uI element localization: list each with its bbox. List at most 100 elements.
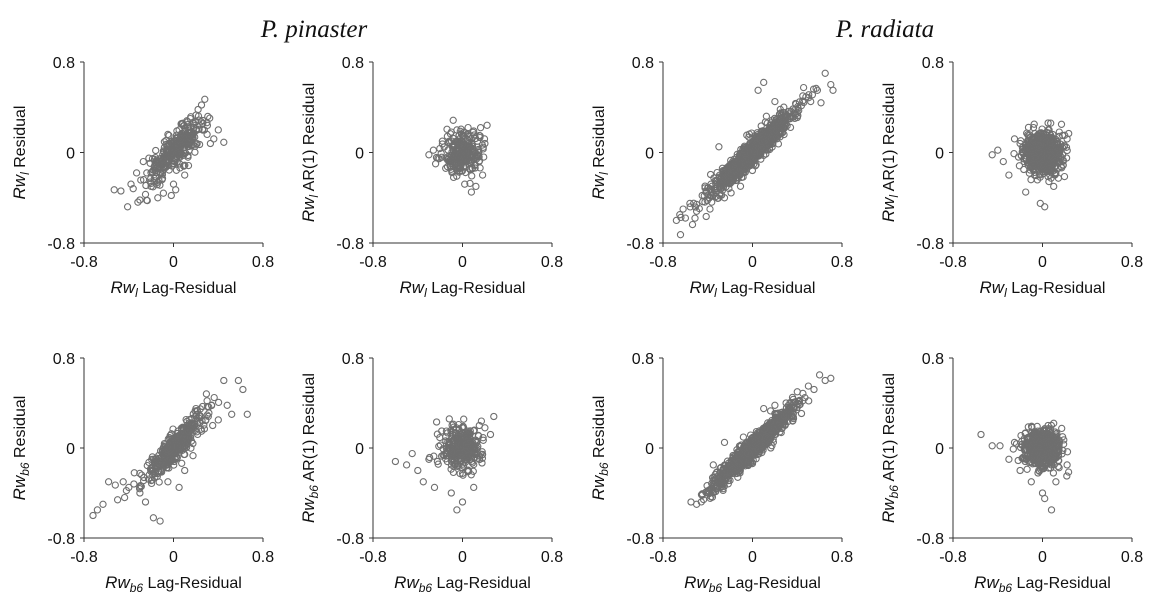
x-tick-label: 0.8 <box>541 254 563 271</box>
scatter-point <box>198 402 207 411</box>
scatter-point <box>812 84 820 93</box>
scatter-point <box>458 140 467 149</box>
scatter-point <box>1047 454 1056 462</box>
scatter-point <box>464 466 472 474</box>
scatter-point <box>773 124 781 132</box>
scatter-point <box>1010 438 1019 447</box>
scatter-point <box>810 385 818 394</box>
scatter-point <box>698 491 706 499</box>
scatter-point <box>433 430 442 438</box>
scatter-point <box>450 143 458 151</box>
scatter-point <box>817 99 825 107</box>
scatter-point <box>444 146 452 154</box>
scatter-point <box>676 211 684 219</box>
scatter-point <box>209 421 217 430</box>
scatter-point <box>220 376 228 385</box>
scatter-point <box>1050 419 1058 427</box>
scatter-point <box>771 401 779 409</box>
x-tick-label: 0 <box>748 254 757 271</box>
scatter-point <box>773 127 781 135</box>
scatter-point <box>799 397 807 405</box>
scatter-point <box>1037 154 1046 162</box>
scatter-point <box>765 433 773 442</box>
scatter-point <box>747 161 755 169</box>
scatter-point <box>143 169 151 177</box>
scatter-point <box>181 466 189 475</box>
scatter-point <box>1054 174 1063 182</box>
scatter-point <box>720 438 729 447</box>
scatter-point <box>977 430 985 439</box>
scatter-point <box>150 155 159 163</box>
axis-label-variable: Rw <box>111 278 137 297</box>
scatter-point <box>194 105 202 114</box>
scatter-point <box>141 190 150 199</box>
scatter-point <box>186 434 195 442</box>
scatter-point <box>1037 465 1045 474</box>
scatter-point <box>773 419 781 427</box>
x-tick-label: 0 <box>169 549 178 566</box>
scatter-point <box>447 465 455 473</box>
scatter-points <box>89 376 251 525</box>
scatter-point <box>741 151 749 159</box>
axis-label-variable: Rw <box>589 474 608 500</box>
scatter-point <box>1036 453 1044 461</box>
scatter-point <box>486 430 495 439</box>
scatter-point <box>466 179 474 188</box>
scatter-point <box>1047 119 1055 127</box>
y-axis-label: Rwl AR(1) Residual <box>299 83 321 222</box>
scatter-point <box>169 425 177 433</box>
scatter-point <box>813 86 822 94</box>
scatter-point <box>1005 171 1013 179</box>
scatter-point <box>692 500 701 508</box>
scatter-point <box>747 454 755 463</box>
scatter-point <box>1036 199 1044 208</box>
scatter-point <box>460 415 468 423</box>
scatter-point <box>776 428 784 436</box>
scatter-point <box>720 177 729 186</box>
scatter-point <box>739 444 748 452</box>
scatter-point <box>447 489 455 497</box>
scatter-point <box>749 447 757 456</box>
scatter-point <box>181 171 189 179</box>
scatter-point <box>1052 432 1060 440</box>
scatter-point <box>718 181 726 190</box>
axis-label-subscript: l <box>424 286 427 300</box>
scatter-point <box>453 172 461 180</box>
axis-label-variable: Rw <box>10 173 29 199</box>
scatter-point <box>752 455 760 463</box>
scatter-point <box>474 143 482 151</box>
scatter-point <box>793 388 801 396</box>
scatter-point <box>205 409 213 417</box>
scatter-point <box>136 469 144 478</box>
scatter-point <box>742 440 750 448</box>
scatter-point <box>461 180 469 188</box>
scatter-point <box>139 157 147 166</box>
scatter-point <box>1045 441 1053 449</box>
scatter-point <box>185 146 193 155</box>
scatter-point <box>1048 165 1056 174</box>
scatter-point <box>214 126 222 134</box>
scatter-point <box>442 164 450 172</box>
axis-label-subscript: b6 <box>597 462 611 476</box>
y-tick-label: 0.8 <box>342 351 364 368</box>
scatter-point <box>708 188 717 196</box>
axis-label-variable: Rw <box>10 474 29 500</box>
scatter-point <box>1044 126 1052 134</box>
scatter-point <box>722 473 731 482</box>
scatter-point <box>1047 421 1056 430</box>
x-axis-label: Rwl Lag-Residual <box>400 278 526 300</box>
scatter-point <box>1023 452 1031 461</box>
scatter-point <box>790 399 798 407</box>
scatter-point <box>772 131 780 139</box>
axis-label-subscript: l <box>597 172 611 175</box>
scatter-point <box>1016 466 1024 475</box>
scatter-point <box>999 157 1007 166</box>
scatter-point <box>447 428 455 436</box>
scatter-point <box>789 113 797 121</box>
scatter-point <box>151 460 160 468</box>
scatter-point <box>1058 424 1066 433</box>
scatter-point <box>988 151 996 159</box>
scatter-point <box>1030 166 1038 175</box>
axis-label-subscript: l <box>887 195 901 198</box>
